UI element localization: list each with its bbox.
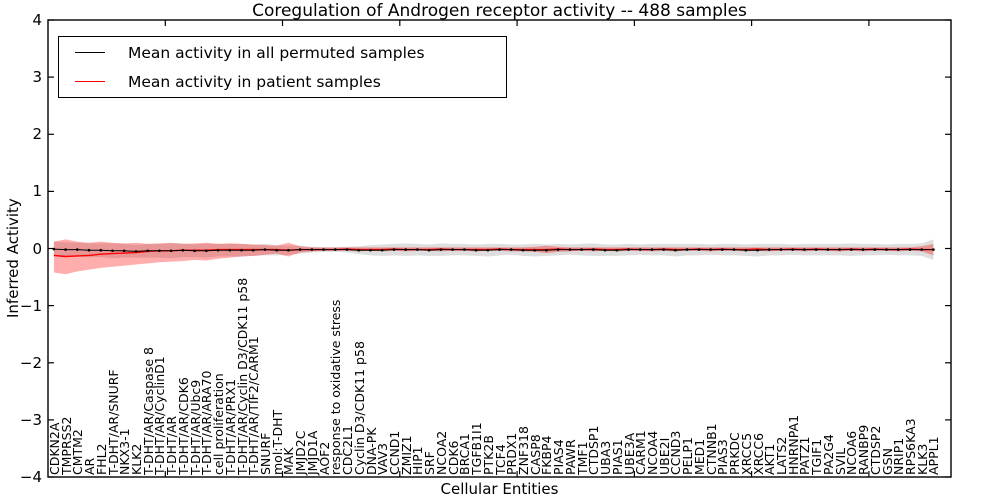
marker-permuted xyxy=(779,248,783,251)
marker-permuted xyxy=(650,248,654,251)
y-tick-label: 2 xyxy=(32,125,42,144)
marker-permuted xyxy=(850,248,853,251)
marker-permuted xyxy=(896,248,900,251)
marker-permuted xyxy=(76,248,79,251)
marker-permuted xyxy=(64,248,67,251)
marker-permuted xyxy=(685,248,689,251)
marker-permuted xyxy=(122,249,126,253)
y-tick-label: 3 xyxy=(32,68,42,87)
legend-label-permuted: Mean activity in all permuted samples xyxy=(128,43,425,62)
marker-permuted xyxy=(275,248,279,252)
marker-permuted xyxy=(193,249,196,253)
marker-permuted xyxy=(509,248,513,251)
x-axis-label: Cellular Entities xyxy=(440,480,559,498)
marker-permuted xyxy=(498,248,501,251)
marker-permuted xyxy=(592,248,595,251)
marker-permuted xyxy=(158,249,161,253)
marker-permuted xyxy=(615,248,619,252)
marker-permuted xyxy=(674,248,677,252)
marker-permuted xyxy=(169,249,173,253)
marker-permuted xyxy=(920,248,923,251)
marker-permuted xyxy=(932,248,935,251)
marker-permuted xyxy=(861,248,865,251)
marker-permuted xyxy=(533,248,536,252)
marker-permuted xyxy=(205,249,208,253)
marker-permuted xyxy=(263,248,267,251)
marker-permuted xyxy=(392,248,396,251)
marker-permuted xyxy=(228,248,232,252)
marker-permuted xyxy=(416,248,419,251)
marker-permuted xyxy=(732,248,736,251)
marker-permuted xyxy=(87,248,91,252)
marker-permuted xyxy=(334,248,337,251)
marker-permuted xyxy=(814,248,818,251)
legend-line-permuted-sample xyxy=(75,52,105,53)
marker-permuted xyxy=(146,249,149,253)
marker-permuted xyxy=(545,248,548,252)
marker-permuted xyxy=(322,248,325,251)
y-tick-label: −1 xyxy=(19,296,42,315)
marker-permuted xyxy=(556,248,560,251)
marker-permuted xyxy=(427,248,431,252)
y-tick-label: −4 xyxy=(19,468,42,486)
marker-permuted xyxy=(380,248,384,252)
marker-permuted xyxy=(474,248,478,252)
marker-permuted xyxy=(873,248,877,251)
marker-permuted xyxy=(463,248,466,251)
marker-permuted xyxy=(662,248,665,251)
marker-permuted xyxy=(908,248,912,251)
marker-permuted xyxy=(838,248,841,251)
marker-permuted xyxy=(439,248,443,251)
marker-permuted xyxy=(709,248,712,251)
band-patient xyxy=(53,239,934,275)
y-tick-label: −3 xyxy=(19,410,42,429)
marker-permuted xyxy=(134,250,138,253)
marker-permuted xyxy=(240,248,243,252)
marker-permuted xyxy=(756,248,759,252)
marker-permuted xyxy=(580,248,583,251)
marker-permuted xyxy=(111,249,114,253)
marker-permuted xyxy=(885,248,888,251)
chart-title: Coregulation of Androgen receptor activi… xyxy=(252,1,747,21)
marker-permuted xyxy=(181,248,185,252)
marker-permuted xyxy=(486,248,490,252)
marker-permuted xyxy=(345,248,349,251)
line-permuted xyxy=(53,248,934,252)
marker-permuted xyxy=(521,248,525,252)
marker-permuted xyxy=(451,248,454,251)
marker-permuted xyxy=(826,248,830,251)
marker-permuted xyxy=(310,248,314,251)
y-tick-label: 1 xyxy=(32,182,42,201)
marker-permuted xyxy=(744,248,748,252)
y-tick-label: 4 xyxy=(32,11,42,29)
marker-permuted xyxy=(767,248,771,251)
legend-line-patient-sample xyxy=(75,81,105,82)
marker-permuted xyxy=(99,248,103,252)
legend-item-patient: Mean activity in patient samples xyxy=(59,67,506,96)
marker-permuted xyxy=(603,248,607,252)
marker-permuted xyxy=(803,248,806,251)
marker-permuted xyxy=(216,248,220,252)
y-tick-label: 0 xyxy=(32,239,42,258)
marker-permuted xyxy=(721,248,724,251)
marker-permuted xyxy=(298,248,302,251)
marker-permuted xyxy=(791,248,794,251)
marker-permuted xyxy=(638,248,642,251)
marker-permuted xyxy=(404,248,408,251)
marker-permuted xyxy=(697,248,701,251)
marker-permuted xyxy=(287,248,290,252)
y-tick-label: −2 xyxy=(19,353,42,372)
marker-permuted xyxy=(251,248,255,252)
legend-item-permuted: Mean activity in all permuted samples xyxy=(59,38,506,67)
legend-label-patient: Mean activity in patient samples xyxy=(128,72,381,91)
legend: Mean activity in all permuted samples Me… xyxy=(58,36,507,98)
marker-permuted xyxy=(627,248,630,251)
marker-permuted xyxy=(568,248,572,251)
x-category-label: APPL1 xyxy=(926,436,942,475)
marker-permuted xyxy=(357,248,361,252)
marker-permuted xyxy=(369,248,372,252)
